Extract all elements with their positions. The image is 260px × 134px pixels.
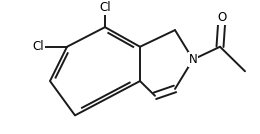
Text: Cl: Cl bbox=[32, 40, 44, 53]
Text: Cl: Cl bbox=[99, 1, 111, 14]
Text: O: O bbox=[217, 11, 227, 24]
Text: N: N bbox=[188, 53, 197, 66]
